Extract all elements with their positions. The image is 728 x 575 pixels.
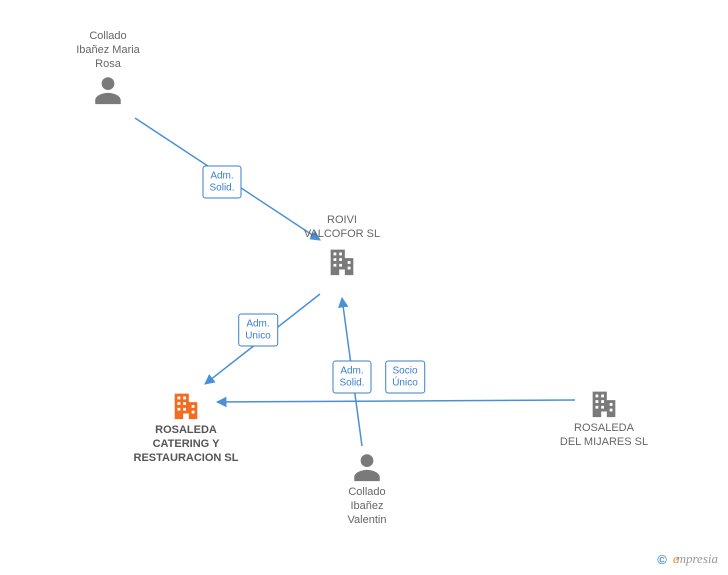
node-person_valentin[interactable]: Collado Ibañez Valentin [297, 450, 437, 527]
edge-e_mijares_rosaleda [217, 400, 575, 402]
copyright-symbol: © [657, 552, 667, 567]
node-label: ROSALEDA DEL MIJARES SL [534, 422, 674, 450]
node-label: ROIVI VALCOFOR SL [272, 214, 412, 242]
brand-rest: mpresia [677, 551, 718, 566]
node-label: Collado Ibañez Valentin [297, 486, 437, 527]
edge-label-e_valentin_roivi: Adm. Solid. [332, 361, 371, 394]
edge-label-e_mijares_rosaleda: Socio Único [385, 361, 425, 394]
edge-label-e_maria_roivi: Adm. Solid. [202, 166, 241, 199]
node-label: Collado Ibañez Maria Rosa [38, 30, 178, 71]
person-icon [297, 450, 437, 484]
diagram-canvas: Adm. Solid. Adm. Unico Adm. Solid. Socio Ún… [0, 0, 728, 575]
node-label: ROSALEDA CATERING Y RESTAURACION SL [116, 424, 256, 465]
node-person_maria[interactable]: Collado Ibañez Maria Rosa [38, 30, 178, 107]
watermark: © empresia [657, 551, 718, 567]
node-company_rosaleda_catering[interactable]: ROSALEDA CATERING Y RESTAURACION SL [116, 388, 256, 465]
building-icon [272, 244, 412, 278]
node-company_rosaleda_mijares[interactable]: ROSALEDA DEL MIJARES SL [534, 386, 674, 450]
edge-label-e_roivi_rosaleda: Adm. Unico [238, 314, 278, 347]
building-icon [116, 388, 256, 422]
building-icon [534, 386, 674, 420]
person-icon [38, 73, 178, 107]
node-company_roivi[interactable]: ROIVI VALCOFOR SL [272, 214, 412, 278]
